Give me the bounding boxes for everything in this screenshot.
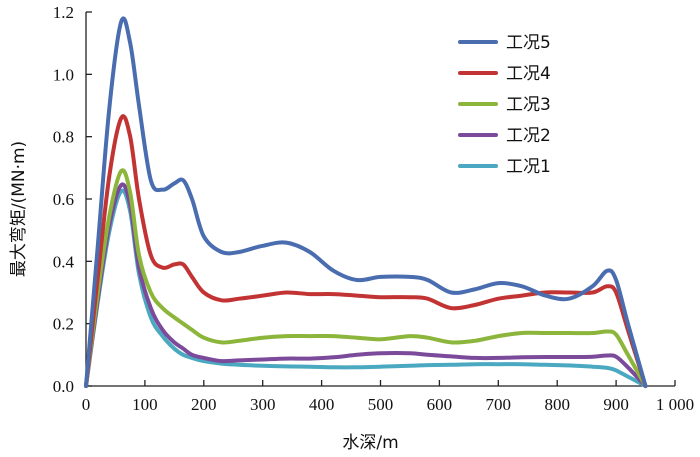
x-axis-title: 水深/m bbox=[342, 433, 398, 453]
x-tick-label: 200 bbox=[191, 395, 217, 414]
series-line bbox=[84, 16, 648, 388]
x-tick-label: 300 bbox=[250, 395, 276, 414]
y-tick-label: 1.2 bbox=[53, 3, 74, 22]
legend-label: 工况2 bbox=[506, 126, 551, 146]
x-tick-label: 500 bbox=[368, 395, 394, 414]
series-line bbox=[84, 168, 648, 388]
x-tick-label: 700 bbox=[486, 395, 512, 414]
legend-label: 工况3 bbox=[506, 95, 551, 115]
y-tick-label: 0.2 bbox=[53, 315, 74, 334]
x-tick-label: 0 bbox=[82, 395, 91, 414]
x-tick-label: 600 bbox=[427, 395, 453, 414]
legend-label: 工况1 bbox=[506, 157, 551, 177]
x-tick-label: 100 bbox=[132, 395, 158, 414]
y-axis-title: 最大弯矩/(MN·m) bbox=[9, 141, 29, 277]
series-layer bbox=[84, 16, 648, 388]
legend: 工况5 工况4 工况3 工况2 工况1 bbox=[458, 33, 551, 177]
series-line bbox=[84, 114, 648, 388]
y-tick-label: 0.0 bbox=[53, 377, 74, 396]
axes: 0 100 200 300 400 500 600 700 800 900 1 000 0.0 0.2 0… bbox=[53, 3, 694, 414]
x-tick-label: 1 000 bbox=[656, 395, 694, 414]
y-tick-label: 0.4 bbox=[53, 252, 75, 271]
x-tick-label: 900 bbox=[603, 395, 629, 414]
x-tick-label: 800 bbox=[544, 395, 570, 414]
y-tick-label: 1.0 bbox=[53, 65, 74, 84]
x-tick-label: 400 bbox=[309, 395, 335, 414]
y-tick-label: 0.6 bbox=[53, 190, 74, 209]
series-line bbox=[84, 182, 648, 388]
legend-label: 工况4 bbox=[506, 64, 551, 84]
y-tick-label: 0.8 bbox=[53, 128, 74, 147]
legend-label: 工况5 bbox=[506, 33, 551, 53]
